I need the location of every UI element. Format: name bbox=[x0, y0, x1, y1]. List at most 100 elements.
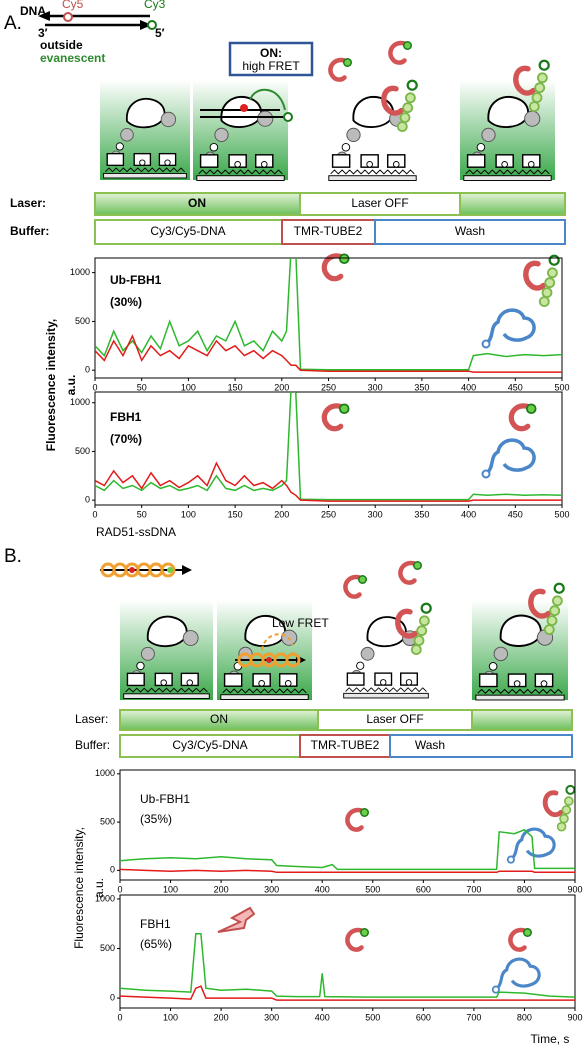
x-tick-label: 400 bbox=[461, 382, 476, 392]
x-tick-label: 100 bbox=[181, 509, 196, 519]
panel-label: B. bbox=[4, 546, 22, 567]
y-tick-label: 1000 bbox=[95, 768, 115, 778]
x-tick-label: 100 bbox=[163, 1012, 178, 1022]
end-label: 3′ bbox=[38, 26, 48, 40]
trace-title: FBH1 bbox=[140, 917, 171, 931]
x-tick-label: 200 bbox=[274, 382, 289, 392]
y-tick-label: 0 bbox=[85, 495, 90, 505]
x-tick-label: 350 bbox=[414, 382, 429, 392]
rad51-ssdna-icon bbox=[100, 562, 192, 578]
x-tick-label: 900 bbox=[567, 884, 582, 894]
plot-frame bbox=[119, 894, 576, 1009]
x-tick-label: 700 bbox=[466, 884, 481, 894]
ub-fbh1-icon bbox=[545, 786, 574, 831]
laser-off-text: Laser OFF bbox=[366, 712, 423, 726]
y-tick-label: 500 bbox=[75, 316, 90, 326]
x-tick-label: 300 bbox=[368, 509, 383, 519]
x-tick-label: 0 bbox=[92, 382, 97, 392]
cy5-label: Cy5 bbox=[62, 0, 84, 11]
plot-frame bbox=[119, 769, 576, 881]
x-tick-label: 400 bbox=[315, 884, 330, 894]
buffer-text: TMR-TUBE2 bbox=[311, 738, 380, 752]
fbh1-icon bbox=[345, 576, 366, 597]
y-tick-label: 500 bbox=[75, 446, 90, 456]
x-tick-label: 350 bbox=[414, 509, 429, 519]
y-axis-label: Fluorescence intensity, a.u. bbox=[72, 827, 106, 949]
laser-off-text: Laser OFF bbox=[351, 196, 408, 210]
fbh1-icon bbox=[400, 562, 421, 583]
buffer-wash bbox=[389, 734, 573, 758]
trace-subtitle: (35%) bbox=[140, 812, 172, 826]
x-axis-label: Time, s bbox=[531, 1032, 570, 1046]
x-tick-label: 0 bbox=[92, 509, 97, 519]
laser-label: Laser: bbox=[10, 196, 46, 210]
end-label: 5′ bbox=[155, 26, 165, 40]
buffer-wash bbox=[374, 219, 566, 245]
cy5-dot bbox=[240, 104, 248, 112]
x-tick-label: 450 bbox=[508, 509, 523, 519]
y-axis-label-text: Fluorescence intensity, bbox=[44, 319, 58, 452]
rad51-label: RAD51-ssDNA bbox=[96, 525, 176, 539]
trace bbox=[120, 932, 575, 998]
x-tick-label: 500 bbox=[554, 382, 569, 392]
fbh1-icon bbox=[324, 404, 348, 428]
x-tick-label: 150 bbox=[228, 509, 243, 519]
buffer-text: Cy3/Cy5-DNA bbox=[172, 738, 247, 752]
x-tick-label: 700 bbox=[466, 1012, 481, 1022]
trace-title: Ub-FBH1 bbox=[140, 792, 190, 806]
buffer-text: TMR-TUBE2 bbox=[294, 224, 363, 238]
y-axis-label-text: a.u. bbox=[92, 878, 106, 898]
ub-fbh1-icon bbox=[526, 256, 559, 306]
protein-scene bbox=[342, 616, 430, 699]
x-tick-label: 300 bbox=[264, 1012, 279, 1022]
fbh1-icon bbox=[347, 809, 368, 830]
x-tick-label: 250 bbox=[321, 382, 336, 392]
trace bbox=[120, 828, 575, 871]
arrow-head bbox=[140, 20, 152, 30]
fret-box-text: ON: bbox=[260, 46, 282, 60]
y-tick-label: 500 bbox=[100, 816, 115, 826]
buffer-text: Wash bbox=[455, 224, 485, 238]
trace-title: FBH1 bbox=[110, 410, 142, 424]
dna-label: DNA bbox=[20, 4, 46, 18]
evanescent-label: evanescent bbox=[40, 51, 105, 65]
panel-label: A. bbox=[4, 13, 22, 34]
trace bbox=[95, 258, 562, 371]
trace-subtitle: (70%) bbox=[110, 432, 142, 446]
y-axis-label-text: a.u. bbox=[64, 375, 78, 396]
x-tick-label: 450 bbox=[508, 382, 523, 392]
low-fret-label: Low FRET bbox=[272, 616, 329, 630]
buffer-text: Cy3/Cy5-DNA bbox=[150, 224, 225, 238]
x-tick-label: 250 bbox=[321, 509, 336, 519]
outside-label: outside bbox=[40, 38, 83, 52]
cy5-dot bbox=[63, 12, 73, 22]
trace bbox=[95, 461, 562, 502]
laser-on bbox=[459, 192, 566, 216]
fbh1-icon bbox=[510, 929, 531, 950]
fbh1-icon bbox=[511, 404, 535, 428]
x-tick-label: 200 bbox=[274, 509, 289, 519]
y-tick-label: 1000 bbox=[70, 267, 90, 277]
x-tick-label: 500 bbox=[365, 884, 380, 894]
x-tick-label: 400 bbox=[315, 1012, 330, 1022]
y-axis-label-text: Fluorescence intensity, bbox=[72, 827, 86, 949]
trace-title: Ub-FBH1 bbox=[110, 273, 162, 287]
x-tick-label: 100 bbox=[163, 884, 178, 894]
arrow-head bbox=[38, 11, 50, 21]
laser-on bbox=[471, 709, 573, 731]
y-tick-label: 0 bbox=[110, 992, 115, 1002]
x-tick-label: 50 bbox=[137, 382, 147, 392]
x-tick-label: 100 bbox=[181, 382, 196, 392]
x-tick-label: 0 bbox=[117, 1012, 122, 1022]
tube-icon bbox=[480, 438, 536, 480]
laser-on-text: ON bbox=[210, 712, 228, 726]
cy3-label: Cy3 bbox=[144, 0, 166, 11]
y-tick-label: 1000 bbox=[95, 893, 115, 903]
x-tick-label: 150 bbox=[228, 382, 243, 392]
x-tick-label: 200 bbox=[214, 884, 229, 894]
y-tick-label: 1000 bbox=[70, 397, 90, 407]
trace bbox=[120, 868, 575, 874]
buffer-text: Wash bbox=[415, 738, 445, 752]
fret-box-text: high FRET bbox=[242, 59, 300, 73]
